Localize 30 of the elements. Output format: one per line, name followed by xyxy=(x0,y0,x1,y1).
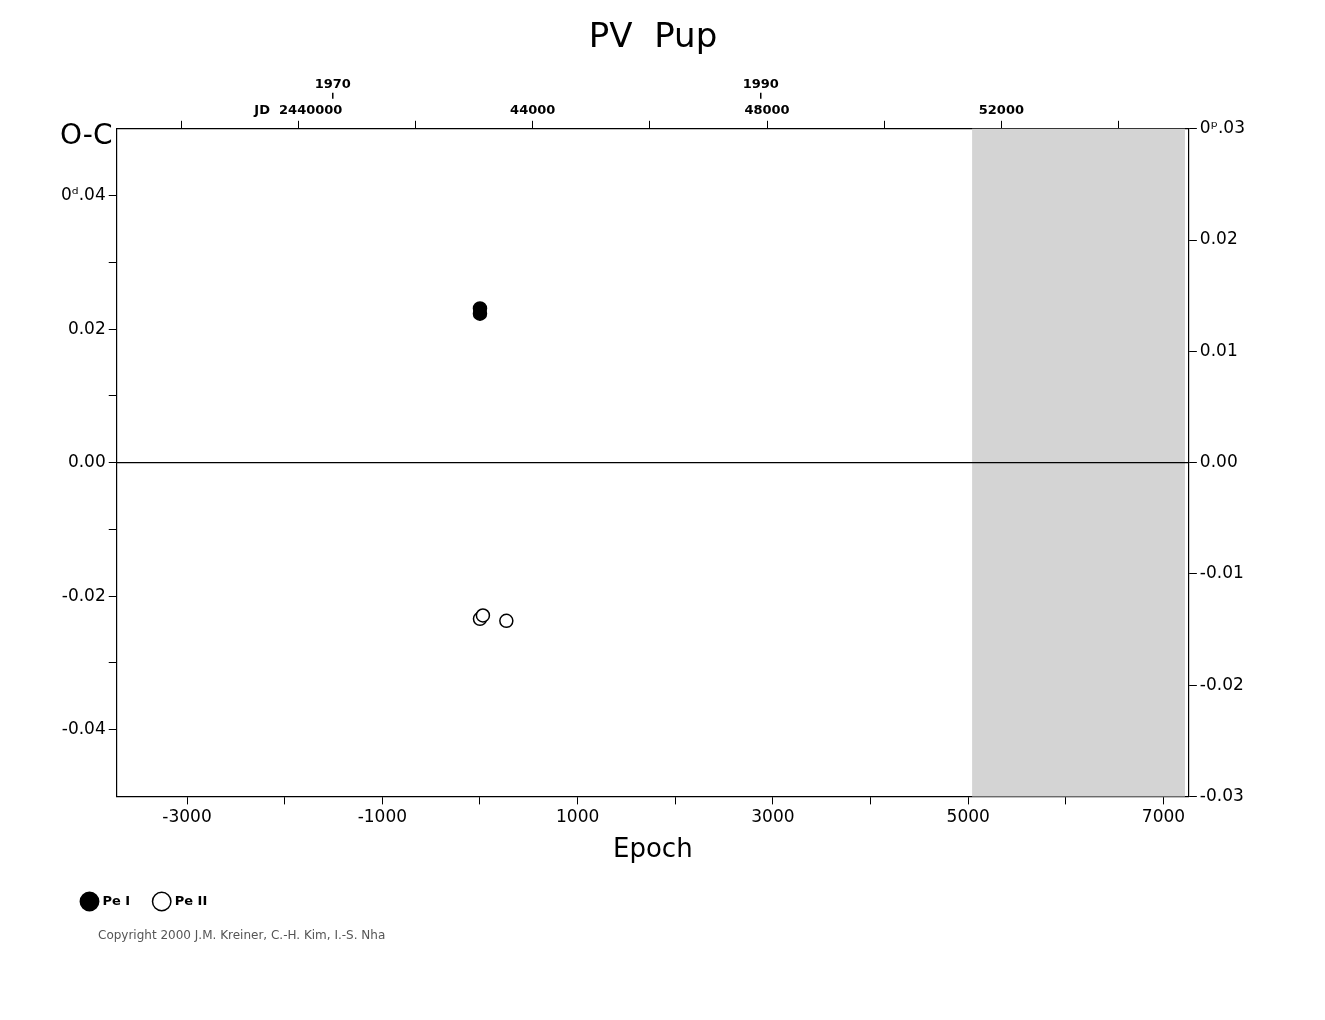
x2-tick-label: 52000 xyxy=(978,101,1025,117)
x2-tick-label: 48000 xyxy=(744,101,790,117)
x-axis-title: Epoch xyxy=(612,833,693,864)
y2-tick-label: -0.02 xyxy=(1199,673,1244,694)
x-tick-label: 5000 xyxy=(946,806,990,827)
x-tick-label: 7000 xyxy=(1141,806,1186,827)
y-tick-label: 0.00 xyxy=(67,451,106,472)
y-tick-label: 0.02 xyxy=(67,317,106,338)
chart-title: PV Pup xyxy=(588,15,718,56)
y2-tick-label: 0ᵖ.03 xyxy=(1199,117,1246,138)
y2-tick-label: 0.01 xyxy=(1199,339,1238,360)
y-axis-title: O-C xyxy=(60,118,113,152)
y2-tick-label: -0.03 xyxy=(1199,784,1244,805)
y-tick-label: -0.04 xyxy=(61,718,106,739)
y-tick-label: -0.02 xyxy=(61,584,106,605)
x2-tick-label: 44000 xyxy=(510,101,556,117)
y2-tick-label: -0.01 xyxy=(1199,562,1244,583)
text: 1990 xyxy=(742,75,779,91)
text: 1970 xyxy=(314,75,351,91)
x-tick-label: -1000 xyxy=(357,806,408,827)
x2-tick-label: JD 2440000 xyxy=(253,101,343,117)
text: Copyright 2000 J.M. Kreiner, C.-H. Kim, I.-S. Nha xyxy=(98,928,387,942)
x-tick-label: 3000 xyxy=(751,806,795,827)
y-tick-label: 0ᵈ.04 xyxy=(60,183,106,204)
x-tick-label: 1000 xyxy=(555,806,600,827)
y2-tick-label: 0.00 xyxy=(1199,451,1238,472)
x-tick-label: -3000 xyxy=(162,806,212,827)
y2-tick-label: 0.02 xyxy=(1199,228,1238,249)
legend-label: Pe II xyxy=(174,892,208,908)
legend-label: Pe I xyxy=(102,892,131,908)
